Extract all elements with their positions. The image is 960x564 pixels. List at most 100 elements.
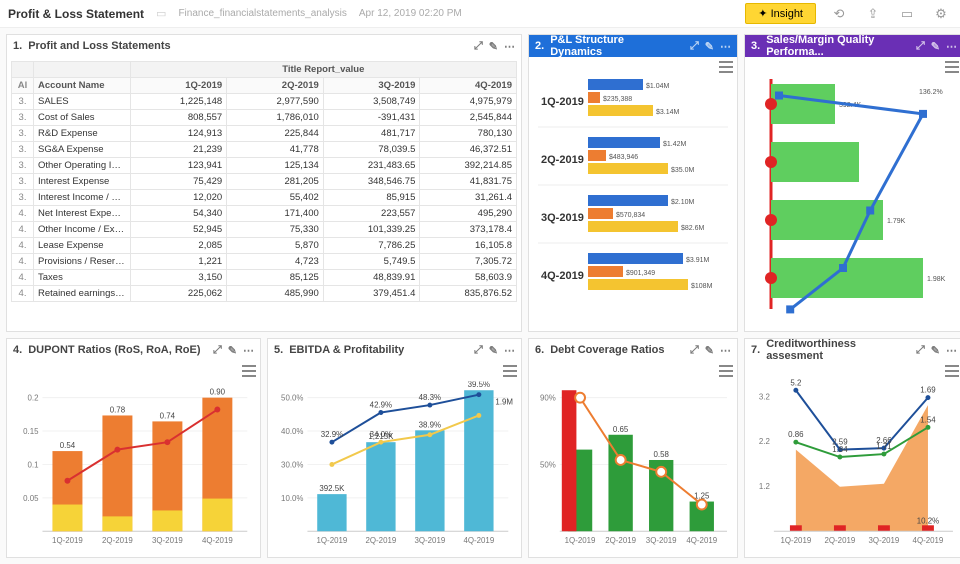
more-icon[interactable]: ⋯ — [946, 344, 957, 357]
chart-menu-icon[interactable] — [242, 365, 256, 377]
settings-icon[interactable]: ⚙ — [930, 3, 952, 25]
row-account: SALES — [34, 94, 131, 110]
expand-icon[interactable]: ⤢ — [213, 344, 222, 357]
col-q1[interactable]: 1Q-2019 — [130, 78, 227, 94]
panel7-header: 7. Creditworthiness assesment ⤢ ✎ ⋯ — [745, 339, 960, 361]
cell-q1: 12,020 — [130, 190, 227, 206]
svg-text:3Q-2019: 3Q-2019 — [541, 212, 584, 224]
edit-icon[interactable]: ✎ — [705, 40, 714, 53]
svg-text:1.79K: 1.79K — [887, 218, 906, 225]
cell-q1: 21,239 — [130, 142, 227, 158]
table-row[interactable]: 4. Net Interest Expense / Income 54,340 … — [12, 206, 517, 222]
svg-text:$3.91M: $3.91M — [686, 257, 710, 264]
expand-icon[interactable]: ⤢ — [474, 40, 483, 53]
cell-q4: 41,831.75 — [420, 174, 517, 190]
table-row[interactable]: 4. Other Income / Expenses 52,945 75,330… — [12, 222, 517, 238]
svg-text:42.9%: 42.9% — [370, 401, 392, 410]
svg-text:2.2: 2.2 — [759, 437, 770, 446]
expand-icon[interactable]: ⤢ — [916, 40, 925, 53]
edit-icon[interactable]: ✎ — [931, 40, 940, 53]
table-row[interactable]: 3. Other Operating Income(Expenses) 123,… — [12, 158, 517, 174]
edit-icon[interactable]: ✎ — [931, 344, 940, 357]
edit-icon[interactable]: ✎ — [489, 40, 498, 53]
cell-q4: 31,261.4 — [420, 190, 517, 206]
table-row[interactable]: 3. SG&A Expense 21,239 41,778 78,039.5 4… — [12, 142, 517, 158]
svg-text:5.2: 5.2 — [790, 378, 801, 387]
table-row[interactable]: 3. SALES 1,225,148 2,977,590 3,508,749 4… — [12, 94, 517, 110]
table-row[interactable]: 3. R&D Expense 124,913 225,844 481,717 7… — [12, 126, 517, 142]
cell-q2: 5,870 — [227, 238, 324, 254]
chart-menu-icon[interactable] — [719, 61, 733, 73]
table-row[interactable]: 4. Provisions / Reserves 1,221 4,723 5,7… — [12, 254, 517, 270]
svg-text:1.2: 1.2 — [759, 482, 770, 491]
table-row[interactable]: 3. Interest Income / Dividends 12,020 55… — [12, 190, 517, 206]
svg-text:2Q-2019: 2Q-2019 — [605, 536, 636, 545]
svg-text:1.54: 1.54 — [920, 415, 936, 424]
table-row[interactable]: 4. Lease Expense 2,085 5,870 7,786.25 16… — [12, 238, 517, 254]
panel6-title: Debt Coverage Ratios — [550, 344, 664, 356]
row-account: Interest Expense — [34, 174, 131, 190]
cell-q3: -391,431 — [323, 110, 420, 126]
row-idx: 3. — [12, 158, 34, 174]
svg-text:2Q-2019: 2Q-2019 — [366, 536, 397, 545]
expand-icon[interactable]: ⤢ — [690, 40, 699, 53]
ebitda-chart: 10.0%30.0%40.0%50.0%392.5K1,215K38.9%39.… — [272, 365, 517, 553]
more-icon[interactable]: ⋯ — [946, 40, 957, 53]
more-icon[interactable]: ⋯ — [504, 344, 515, 357]
chart-menu-icon[interactable] — [945, 61, 959, 73]
cell-q1: 3,150 — [130, 270, 227, 286]
table-row[interactable]: 4. Retained earnings (P&L) 225,062 485,9… — [12, 286, 517, 302]
row-account: SG&A Expense — [34, 142, 131, 158]
cell-q1: 123,941 — [130, 158, 227, 174]
edit-icon[interactable]: ✎ — [705, 344, 714, 357]
col-q3[interactable]: 3Q-2019 — [323, 78, 420, 94]
share-icon[interactable]: ⇪ — [862, 3, 884, 25]
refresh-icon[interactable]: ⟲ — [828, 3, 850, 25]
expand-icon[interactable]: ⤢ — [474, 344, 483, 357]
table-row[interactable]: 3. Interest Expense 75,429 281,205 348,5… — [12, 174, 517, 190]
row-idx: 3. — [12, 190, 34, 206]
row-idx: 3. — [12, 142, 34, 158]
row-account: Cost of Sales — [34, 110, 131, 126]
panel1-title: Profit and Loss Statements — [28, 40, 170, 52]
cell-q3: 5,749.5 — [323, 254, 420, 270]
expand-icon[interactable]: ⤢ — [916, 344, 925, 357]
folder-icon: ▭ — [156, 7, 166, 20]
edit-icon[interactable]: ✎ — [228, 344, 237, 357]
table-row[interactable]: 3. Cost of Sales 808,557 1,786,010 -391,… — [12, 110, 517, 126]
svg-text:10.2%: 10.2% — [917, 516, 939, 525]
row-idx: 4. — [12, 206, 34, 222]
svg-text:1.84: 1.84 — [832, 445, 848, 454]
more-icon[interactable]: ⋯ — [504, 40, 515, 53]
svg-text:4Q-2019: 4Q-2019 — [541, 270, 584, 282]
panel1-body: Title Report_value Al Account Name 1Q-20… — [7, 57, 521, 331]
cell-q4: 16,105.8 — [420, 238, 517, 254]
dashboard-grid: 1. Profit and Loss Statements ⤢ ✎ ⋯ Titl… — [0, 28, 960, 564]
table-row[interactable]: 4. Taxes 3,150 85,125 48,839.91 58,603.9 — [12, 270, 517, 286]
panel4-title: DUPONT Ratios (RoS, RoA, RoE) — [28, 344, 200, 356]
svg-text:1Q-2019: 1Q-2019 — [541, 96, 584, 108]
table-header-row: Al Account Name 1Q-2019 2Q-2019 3Q-2019 … — [12, 78, 517, 94]
col-q4[interactable]: 4Q-2019 — [420, 78, 517, 94]
edit-icon[interactable]: ✎ — [489, 344, 498, 357]
panel1-header: 1. Profit and Loss Statements ⤢ ✎ ⋯ — [7, 35, 521, 57]
insight-button[interactable]: ✦ Insight — [745, 3, 816, 24]
more-icon[interactable]: ⋯ — [720, 344, 731, 357]
more-icon[interactable]: ⋯ — [243, 344, 254, 357]
panel2-header: 2. P&L Structure Dynamics ⤢ ✎ ⋯ — [529, 35, 737, 57]
cell-q1: 52,945 — [130, 222, 227, 238]
svg-text:2Q-2019: 2Q-2019 — [541, 154, 584, 166]
chart-menu-icon[interactable] — [503, 365, 517, 377]
svg-text:50.0%: 50.0% — [281, 394, 303, 403]
col-q2[interactable]: 2Q-2019 — [227, 78, 324, 94]
panel5-body: 10.0%30.0%40.0%50.0%392.5K1,215K38.9%39.… — [268, 361, 521, 557]
chat-icon[interactable]: ▭ — [896, 3, 918, 25]
expand-icon[interactable]: ⤢ — [690, 344, 699, 357]
panel4-body: 0.050.10.150.20.540.780.740.901Q-20192Q-… — [7, 361, 260, 557]
chart-menu-icon[interactable] — [719, 365, 733, 377]
col-account[interactable]: Account Name — [34, 78, 131, 94]
chart-menu-icon[interactable] — [945, 365, 959, 377]
svg-text:$82.6M: $82.6M — [681, 225, 705, 232]
more-icon[interactable]: ⋯ — [720, 40, 731, 53]
cell-q4: 2,545,844 — [420, 110, 517, 126]
